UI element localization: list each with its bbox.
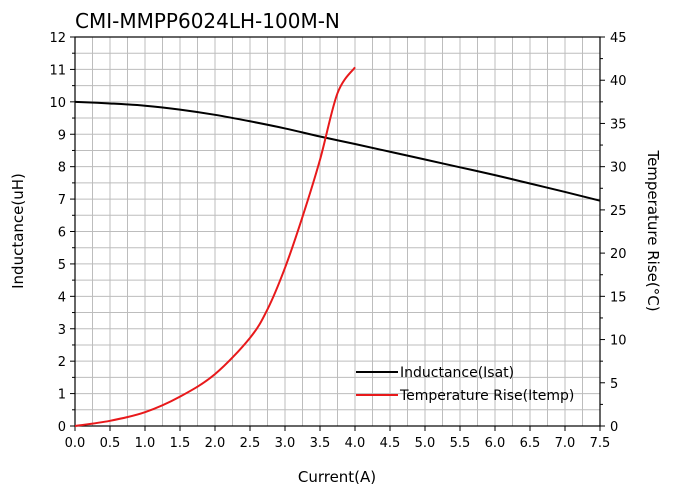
y-tick-label: 11 <box>49 63 66 78</box>
x-tick-label: 0.5 <box>100 436 121 451</box>
y-tick-label: 3 <box>58 323 66 338</box>
series-line-inductance <box>74 100 601 202</box>
y2-tick-label: 10 <box>610 334 627 349</box>
x-tick-label: 5.5 <box>450 436 471 451</box>
x-tick-label: 5.0 <box>415 436 436 451</box>
y-tick-label: 8 <box>58 161 66 176</box>
x-tick-label: 1.5 <box>170 436 191 451</box>
y-axis-right: 0 5 10 15 20 25 30 35 40 45 <box>600 31 627 435</box>
x-axis-title: Current(A) <box>298 468 376 486</box>
x-tick-label: 2.0 <box>205 436 226 451</box>
y2-tick-label: 0 <box>610 420 618 435</box>
x-tick-label: 6.0 <box>485 436 506 451</box>
legend: Inductance(Isat) Temperature Rise(Itemp) <box>356 365 574 404</box>
y-tick-label: 1 <box>58 388 66 403</box>
x-tick-label: 3.5 <box>310 436 331 451</box>
y-tick-label: 5 <box>58 258 66 273</box>
y-tick-label: 6 <box>58 226 66 241</box>
x-tick-label: 7.0 <box>555 436 576 451</box>
y2-axis-title: Temperature Rise(°C) <box>644 149 662 311</box>
y2-tick-label: 25 <box>610 204 627 219</box>
x-tick-label: 7.5 <box>590 436 611 451</box>
legend-label-temperature: Temperature Rise(Itemp) <box>399 388 574 404</box>
y-tick-label: 9 <box>58 128 66 143</box>
x-tick-label: 4.5 <box>380 436 401 451</box>
legend-label-inductance: Inductance(Isat) <box>400 365 514 381</box>
y2-tick-label: 45 <box>610 31 627 46</box>
y2-tick-label: 40 <box>610 74 627 89</box>
series-group <box>74 66 601 427</box>
chart-title: CMI-MMPP6024LH-100M-N <box>75 9 340 33</box>
y2-tick-label: 5 <box>610 377 618 392</box>
y-tick-label: 0 <box>58 420 66 435</box>
y-tick-label: 2 <box>58 355 66 370</box>
series-line-temperature-rise <box>74 66 356 427</box>
y-tick-label: 10 <box>49 96 66 111</box>
x-tick-label: 0.0 <box>65 436 86 451</box>
x-tick-label: 6.5 <box>520 436 541 451</box>
y-tick-label: 4 <box>58 290 66 305</box>
grid <box>75 37 600 426</box>
y2-tick-label: 20 <box>610 247 627 262</box>
y-tick-label: 7 <box>58 193 66 208</box>
x-tick-label: 4.0 <box>345 436 366 451</box>
y2-tick-label: 15 <box>610 290 627 305</box>
y-tick-label: 12 <box>49 31 66 46</box>
y2-tick-label: 30 <box>610 161 627 176</box>
x-tick-label: 3.0 <box>275 436 296 451</box>
x-tick-label: 2.5 <box>240 436 261 451</box>
x-tick-label: 1.0 <box>135 436 156 451</box>
y-axis-title: Inductance(uH) <box>9 173 27 289</box>
y2-tick-label: 35 <box>610 117 627 132</box>
x-axis: 0.0 0.5 1.0 1.5 2.0 2.5 3.0 3.5 4.0 4.5 5.0 5.5 6.0 6… <box>65 426 611 451</box>
